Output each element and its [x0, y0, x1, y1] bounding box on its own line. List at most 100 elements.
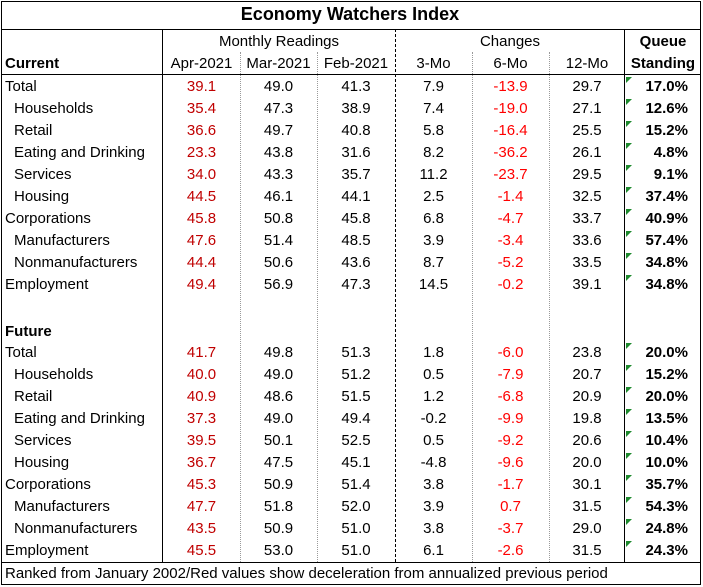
monthly-readings-header: Monthly Readings — [218, 33, 340, 50]
cell-m3: 3.9 — [423, 232, 444, 249]
row-label: Housing — [14, 188, 70, 205]
cell-mar: 48.6 — [263, 388, 294, 405]
cell-mar: 50.9 — [263, 476, 294, 493]
cell-m6: -5.2 — [497, 254, 524, 271]
cell-m3: 2.5 — [423, 188, 444, 205]
current-section-label: Current — [5, 55, 60, 72]
cell-feb: 40.8 — [341, 122, 371, 139]
cell-m12: 31.5 — [572, 542, 602, 559]
queue-standing-value: 20.0% — [645, 344, 688, 361]
cell-m3: 7.4 — [423, 100, 444, 117]
cell-m12: 33.6 — [572, 232, 602, 249]
cell-mar: 51.4 — [263, 232, 294, 249]
comment-marker-icon — [626, 343, 632, 349]
comment-marker-icon — [626, 387, 632, 393]
cell-mar: 56.9 — [263, 276, 294, 293]
cell-m6: -19.0 — [493, 100, 528, 117]
standing-header: Standing — [630, 55, 696, 72]
cell-m12: 29.5 — [572, 166, 602, 183]
queue-standing-value: 35.7% — [645, 476, 688, 493]
label-column-divider — [162, 29, 163, 562]
cell-apr: 45.5 — [186, 542, 217, 559]
cell-apr: 45.8 — [186, 210, 217, 227]
col-header-feb: Feb-2021 — [323, 55, 389, 72]
row-label: Nonmanufacturers — [14, 254, 138, 271]
queue-standing-value: 17.0% — [645, 78, 688, 95]
cell-feb: 47.3 — [341, 276, 371, 293]
cell-feb: 45.1 — [341, 454, 371, 471]
cell-mar: 49.8 — [263, 344, 294, 361]
cell-m3: 14.5 — [418, 276, 449, 293]
cell-mar: 50.8 — [263, 210, 294, 227]
row-label: Manufacturers — [14, 232, 110, 249]
cell-feb: 51.4 — [341, 476, 371, 493]
cell-m6: -9.6 — [497, 454, 524, 471]
cell-m6: -0.2 — [497, 276, 524, 293]
cell-feb: 51.5 — [341, 388, 371, 405]
comment-marker-icon — [626, 143, 632, 149]
comment-marker-icon — [626, 431, 632, 437]
row-label: Eating and Drinking — [14, 410, 145, 427]
queue-standing-value: 15.2% — [645, 122, 688, 139]
cell-feb: 43.6 — [341, 254, 371, 271]
row-label: Retail — [14, 122, 53, 139]
cell-m3: 1.2 — [423, 388, 444, 405]
cell-m12: 30.1 — [572, 476, 602, 493]
comment-marker-icon — [626, 453, 632, 459]
cell-m3: 3.8 — [423, 520, 444, 537]
cell-m6: -3.7 — [497, 520, 524, 537]
cell-m12: 20.0 — [572, 454, 602, 471]
comment-marker-icon — [626, 497, 632, 503]
queue-standing-value: 10.0% — [645, 454, 688, 471]
cell-m3: 11.2 — [419, 166, 448, 183]
cell-m3: 6.1 — [423, 542, 444, 559]
comment-marker-icon — [626, 253, 632, 259]
cell-feb: 51.0 — [341, 520, 371, 537]
cell-m6: -7.9 — [497, 366, 524, 383]
comment-marker-icon — [626, 275, 632, 281]
cell-m6: 0.7 — [500, 498, 521, 515]
cell-feb: 51.2 — [341, 366, 371, 383]
cell-feb: 45.8 — [341, 210, 371, 227]
queue-standing-value: 24.3% — [645, 542, 688, 559]
changes-header: Changes — [479, 33, 541, 50]
cell-apr: 49.4 — [186, 276, 217, 293]
comment-marker-icon — [626, 99, 632, 105]
header-divider — [1, 74, 701, 75]
cell-apr: 40.0 — [186, 366, 217, 383]
row-label: Employment — [5, 542, 89, 559]
row-label: Services — [14, 432, 72, 449]
cell-feb: 35.7 — [341, 166, 371, 183]
cell-apr: 36.7 — [186, 454, 217, 471]
row-label: Housing — [14, 454, 70, 471]
comment-marker-icon — [626, 475, 632, 481]
cell-m6: -6.8 — [497, 388, 524, 405]
cell-apr: 44.5 — [186, 188, 217, 205]
queue-standing-value: 24.8% — [645, 520, 688, 537]
cell-apr: 35.4 — [186, 100, 217, 117]
cell-m12: 32.5 — [572, 188, 602, 205]
cell-mar: 43.8 — [263, 144, 294, 161]
cell-m6: -9.9 — [497, 410, 524, 427]
cell-feb: 51.3 — [341, 344, 371, 361]
cell-mar: 50.9 — [263, 520, 294, 537]
column-divider-feb — [317, 52, 318, 562]
cell-m12: 29.0 — [572, 520, 602, 537]
cell-m12: 26.1 — [572, 144, 602, 161]
cell-m12: 20.7 — [572, 366, 602, 383]
queue-standing-value: 9.1% — [653, 166, 688, 183]
cell-mar: 49.0 — [263, 410, 294, 427]
cell-m3: 3.9 — [423, 498, 444, 515]
cell-m12: 25.5 — [572, 122, 602, 139]
row-label: Total — [5, 78, 37, 95]
col-header-mar: Mar-2021 — [246, 55, 311, 72]
queue-standing-value: 13.5% — [645, 410, 688, 427]
cell-m6: -9.2 — [497, 432, 524, 449]
cell-m3: 8.2 — [423, 144, 444, 161]
title-divider — [1, 29, 701, 30]
cell-mar: 53.0 — [263, 542, 294, 559]
cell-m12: 39.1 — [572, 276, 602, 293]
cell-apr: 36.6 — [186, 122, 217, 139]
cell-m3: 7.9 — [423, 78, 444, 95]
col-header-3mo: 3-Mo — [416, 55, 451, 72]
